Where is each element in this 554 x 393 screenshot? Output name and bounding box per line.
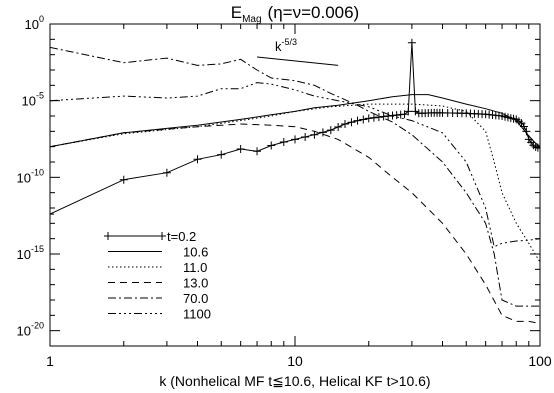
legend-item: 13.0 [108,276,208,291]
plus-marker [326,126,335,135]
legend-plus-marker [158,232,166,240]
plus-marker [119,175,128,184]
plus-marker [279,138,288,147]
legend-item: 11.0 [108,260,207,275]
legend-plus-marker [104,232,112,240]
plus-marker [301,132,310,141]
plus-marker [310,130,319,139]
series-6 [50,82,540,248]
plot-frame [49,23,541,347]
chart-title: EMag (η=ν=0.006) [231,3,359,25]
series-2 [50,94,540,148]
series-3 [50,103,540,263]
plus-marker [334,122,343,131]
series-line [50,94,540,148]
x-tick-label: 10 [287,353,303,369]
legend-item: 10.6 [108,245,208,260]
series-line [50,42,540,215]
y-tick-label: 10-5 [22,91,44,109]
plus-marker [291,135,299,144]
series-1 [50,38,540,219]
series-line [50,46,540,307]
plus-marker [347,118,356,127]
reference-slope-line [256,56,339,66]
axis-ticks [49,23,541,347]
plus-marker [50,210,54,219]
series-layer [50,38,540,324]
legend-label: 11.0 [183,260,207,275]
plus-marker [162,168,171,177]
series-4 [50,123,540,324]
legend-item: 1100 [108,307,211,322]
y-tick-label: 100 [25,14,44,32]
plus-marker [341,120,350,129]
legend-label: t=0.2 [167,229,196,244]
legend-label: 10.6 [183,245,208,260]
chart-title-main: E [231,3,242,22]
legend-label: 1100 [183,307,211,322]
plus-marker [407,38,416,47]
y-tick-label: 10-20 [17,321,44,339]
series-line [50,103,540,263]
plus-marker [318,128,327,137]
plus-marker [359,115,368,124]
plus-marker [536,144,540,153]
plus-marker [253,147,262,156]
y-tick-label: 10-10 [17,167,44,185]
reference-slope-exponent: -5/3 [282,37,298,47]
chart-title-paren: (η=ν=0.006) [268,3,360,22]
axis-tick-labels: 1 10 100 100 10-5 10-10 10-15 10-20 [17,14,552,369]
plus-marker [267,141,276,150]
series-5 [50,46,540,307]
plus-marker [369,113,378,122]
chart-title-sub: Mag [242,14,261,25]
legend-item: t=0.2 [104,229,196,244]
plus-marker [217,150,226,159]
plus-marker [193,155,202,164]
plus-marker [364,114,373,123]
reference-slope-k: k [275,39,282,54]
legend-item: 70.0 [108,291,208,306]
reference-slope-label: k-5/3 [275,37,297,54]
plus-marker [522,127,531,136]
plus-marker [353,116,362,125]
y-tick-label: 10-15 [17,244,44,262]
series-line [50,82,540,248]
legend-label: 70.0 [183,291,208,306]
x-tick-label: 1 [46,353,54,369]
x-axis-label: k (Nonhelical MF t≦10.6, Helical KF t>10… [159,373,430,389]
plus-marker [411,107,420,116]
plus-marker [404,107,413,116]
legend-label: 13.0 [183,276,208,291]
series-line [50,123,540,324]
plus-marker [236,145,245,154]
x-tick-label: 100 [528,353,552,369]
